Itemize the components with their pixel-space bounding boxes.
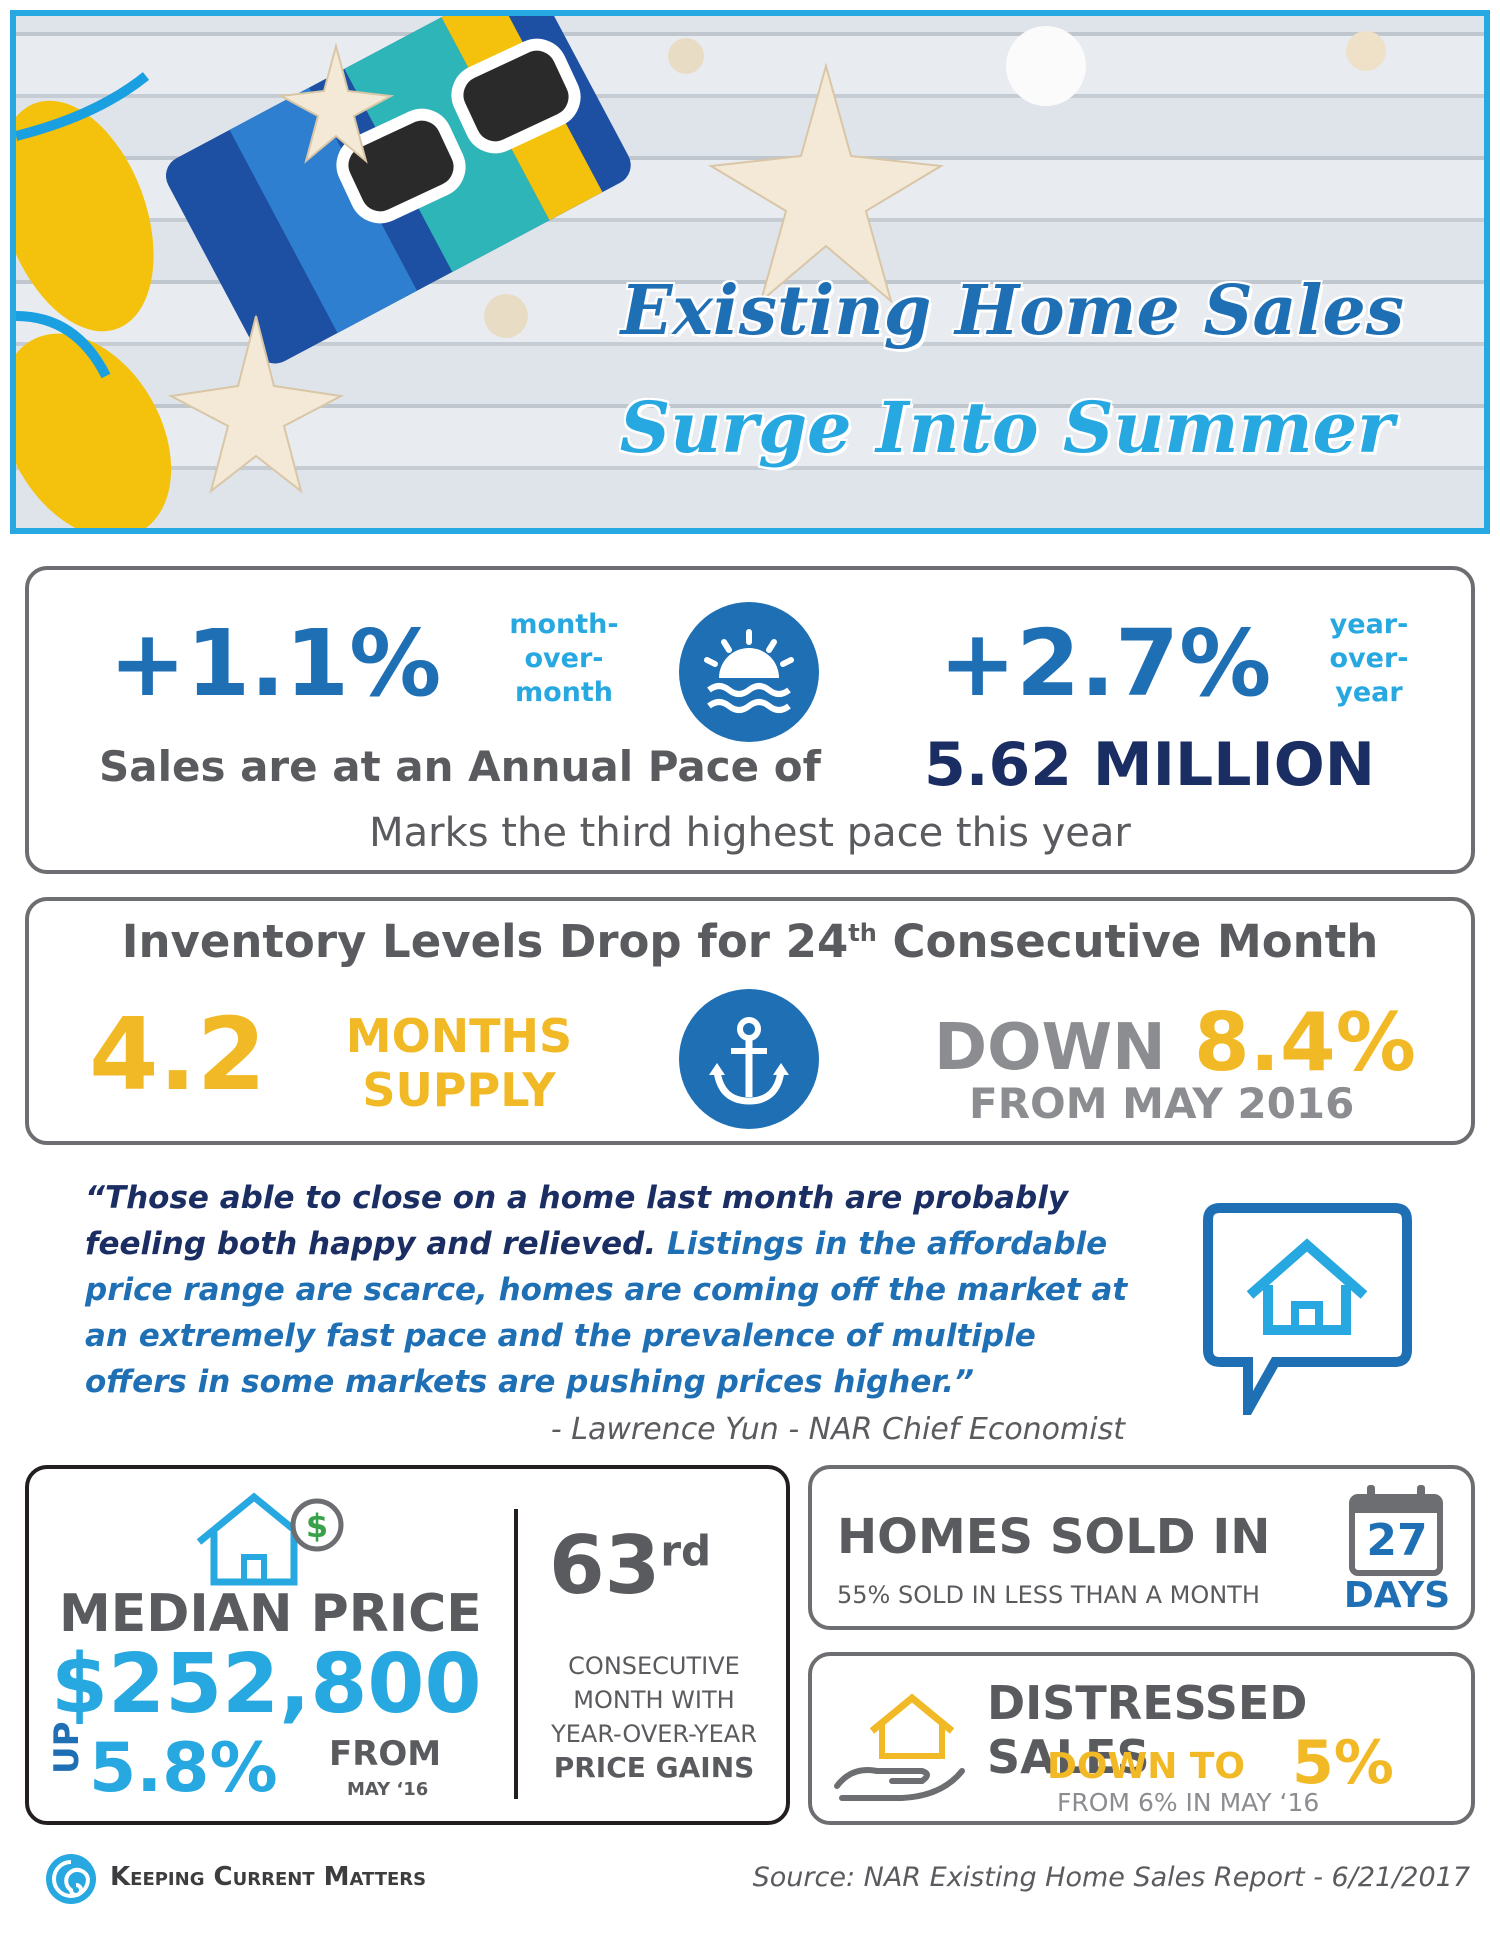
house-speech-bubble-icon — [1203, 1203, 1412, 1415]
economist-quote: “Those able to close on a home last mont… — [85, 1175, 1135, 1405]
days-word: DAYS — [1343, 1575, 1451, 1616]
homes-sold-card: HOMES SOLD IN 55% SOLD IN LESS THAN A MO… — [808, 1465, 1475, 1630]
hero-title-line1: Existing Home Sales — [620, 271, 1404, 351]
mom-label-line: month — [514, 677, 614, 708]
hand-house-icon — [834, 1693, 965, 1801]
yoy-label-line: over- — [1329, 643, 1409, 674]
inventory-title: Inventory Levels Drop for 24th Consecuti… — [29, 915, 1471, 968]
inventory-title-main: Inventory Levels Drop for 24 — [121, 915, 849, 968]
sunglasses-icon — [336, 38, 581, 224]
consecutive-line: YEAR-OVER-YEAR — [551, 1720, 757, 1748]
quote-dark-part: “Those able to close on a home last mont… — [85, 1180, 1069, 1262]
days-number: 27 — [1366, 1515, 1428, 1566]
consecutive-num: 63 — [549, 1519, 661, 1612]
median-from-date: MAY ‘16 — [347, 1779, 429, 1800]
consecutive-line: CONSECUTIVE — [568, 1652, 740, 1680]
quote-blue-part: Listings in the affordable price range a… — [85, 1226, 1128, 1400]
consecutive-number: 63rd — [549, 1519, 711, 1612]
pace-text: Sales are at an Annual Pace of — [99, 742, 821, 791]
distressed-label: DISTRESSED SALES — [987, 1676, 1308, 1784]
calendar-icon — [1349, 1485, 1443, 1576]
homes-sold-label: HOMES SOLD IN — [837, 1509, 1271, 1565]
median-divider — [514, 1509, 518, 1799]
anchor-icon — [679, 989, 819, 1129]
yoy-label-line: year- — [1329, 609, 1409, 640]
hero-banner: Existing Home Sales Surge Into Summer — [10, 10, 1490, 534]
median-value: $252,800 — [51, 1637, 482, 1732]
supply-label: MONTHS SUPPLY — [319, 1009, 599, 1117]
distressed-value: 5% — [1292, 1728, 1394, 1798]
consecutive-last: PRICE GAINS — [553, 1751, 755, 1784]
mom-value: +1.1% — [109, 610, 442, 717]
starfish-icon — [167, 42, 945, 494]
inventory-card: Inventory Levels Drop for 24th Consecuti… — [25, 897, 1475, 1145]
beach-photo-illustration — [16, 16, 1386, 528]
down-word: DOWN — [934, 1011, 1166, 1085]
pace-subtext: Marks the third highest pace this year — [369, 810, 1131, 856]
median-from-word: FROM — [329, 1734, 442, 1774]
brand-name: Keeping Current Matters — [110, 1862, 427, 1892]
consecutive-text: CONSECUTIVE MONTH WITH YEAR-OVER-YEAR PR… — [534, 1649, 774, 1785]
pace-value: 5.62 MILLION — [924, 730, 1375, 800]
supply-label-line: MONTHS — [345, 1009, 573, 1063]
homes-sold-sub: 55% SOLD IN LESS THAN A MONTH — [837, 1581, 1260, 1609]
supply-value: 4.2 — [89, 996, 267, 1113]
yoy-value: +2.7% — [939, 610, 1272, 717]
house-dollar-icon: $ — [196, 1492, 344, 1586]
sunset-icon — [679, 602, 819, 742]
mom-label-line: month- — [509, 609, 619, 640]
down-value: 8.4% — [1194, 996, 1416, 1089]
hero-title-line2: Surge Into Summer — [619, 386, 1394, 469]
quote-attribution: - Lawrence Yun - NAR Chief Economist — [550, 1412, 1125, 1447]
median-price-card: $ MEDIAN PRICE $252,800 UP 5.8% FROM MAY… — [25, 1465, 790, 1825]
mom-label-line: over- — [524, 643, 604, 674]
consecutive-sup: rd — [660, 1526, 712, 1576]
source-text: Source: NAR Existing Home Sales Report -… — [752, 1862, 1470, 1893]
supply-label-line: SUPPLY — [362, 1063, 556, 1117]
median-up-word: UP — [47, 1721, 87, 1774]
down-from: FROM MAY 2016 — [969, 1079, 1355, 1128]
consecutive-line: MONTH WITH — [573, 1686, 735, 1714]
distressed-down-to: DOWN TO — [1047, 1746, 1246, 1787]
distressed-sales-card: DISTRESSED SALES DOWN TO 5% FROM 6% IN M… — [808, 1652, 1475, 1825]
median-label: MEDIAN PRICE — [59, 1584, 482, 1644]
yoy-label: year- over- year — [1329, 608, 1409, 710]
flip-flops-icon — [16, 72, 172, 528]
inventory-title-sup: th — [848, 919, 877, 947]
median-up-value: 5.8% — [89, 1729, 278, 1808]
kcm-logo-icon — [46, 1854, 96, 1904]
sales-pace-card: +1.1% month- over- month +2.7% year- ove… — [25, 566, 1475, 874]
inventory-title-rest: Consecutive Month — [876, 915, 1379, 968]
distressed-from: FROM 6% IN MAY ‘16 — [1057, 1788, 1320, 1817]
mom-label: month- over- month — [499, 608, 629, 710]
svg-text:$: $ — [306, 1507, 328, 1545]
yoy-label-line: year — [1335, 677, 1403, 708]
